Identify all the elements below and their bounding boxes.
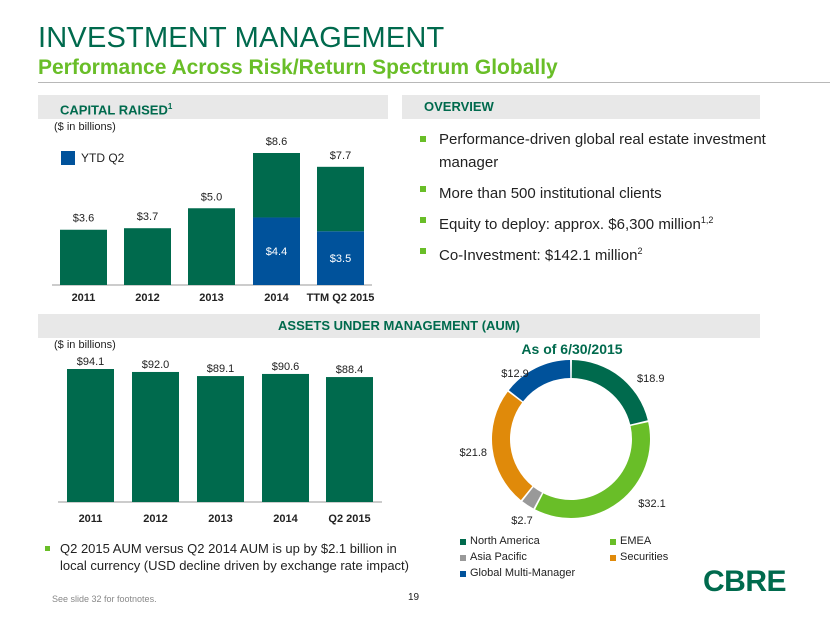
legend-swatch [610,538,616,545]
capital-category-label: 2012 [135,292,159,304]
legend-item: Asia Pacific [460,550,610,565]
capital-bar-segment [60,229,107,285]
capital-bar-segment [124,228,171,285]
capital-segment-label: $3.5 [330,253,351,265]
aum-bar [262,373,309,502]
title-divider [38,82,830,83]
aum-note-item: Q2 2015 AUM versus Q2 2014 AUM is up by … [44,540,424,574]
capital-total-label: $7.7 [330,150,351,162]
legend-item: North America [460,534,610,549]
overview-list: Performance-driven global real estate in… [418,130,778,273]
aum-category-label: Q2 2015 [328,513,370,525]
legend-item: Securities [610,550,700,565]
legend-swatch [460,538,466,545]
aum-bar [326,377,373,502]
legend-label: Securities [620,551,669,563]
aum-category-label: 2011 [79,513,103,525]
legend-item: Global Multi-Manager [460,566,610,581]
capital-category-label: 2014 [264,292,289,304]
legend-item: EMEA [610,534,700,549]
aum-bar [67,369,114,502]
aum-value-label: $90.6 [272,361,300,373]
overview-header: OVERVIEW [402,95,760,119]
aum-value-label: $94.1 [77,356,105,368]
aum-donut-chart: As of 6/30/2015 $18.9 $32.1 $2.7 $21.8 $12.9 [459,341,666,527]
overview-item: Equity to deploy: approx. $6,300 million… [418,211,778,234]
capital-bar-segment [188,208,235,285]
capital-category-label: TTM Q2 2015 [307,292,375,304]
capital-raised-header: CAPITAL RAISED1 [38,95,388,119]
donut-slice [492,391,533,501]
capital-total-label: $3.7 [137,211,158,223]
legend-swatch [460,554,466,561]
legend-swatch [610,554,616,561]
capital-raised-footnote-marker: 1 [167,102,173,111]
donut-slice-label: $2.7 [511,515,532,527]
capital-raised-chart: $3.6 2011 $3.7 2012 $5.0 2013 $8.6 $4.4 2014 $7.7… [52,136,375,304]
capital-segment-label: $4.4 [266,246,287,258]
capital-bar-segment [317,166,364,232]
capital-total-label: $3.6 [73,213,94,225]
legend-label: EMEA [620,535,652,547]
aum-value-label: $92.0 [142,359,170,371]
overview-item: Co-Investment: $142.1 million2 [418,242,778,265]
aum-category-label: 2013 [208,513,232,525]
donut-title: As of 6/30/2015 [521,341,622,357]
capital-total-label: $8.6 [266,136,287,148]
donut-slice-label: $12.9 [501,368,529,380]
capital-bar-segment [253,217,300,285]
capital-category-label: 2013 [199,292,223,304]
legend-label: North America [470,535,540,547]
legend-label: Global Multi-Manager [470,567,576,579]
page-title: INVESTMENT MANAGEMENT [38,22,445,54]
aum-value-label: $89.1 [207,363,235,375]
aum-category-label: 2014 [273,513,298,525]
footnote: See slide 32 for footnotes. [52,594,157,604]
donut-slice-label: $32.1 [638,498,666,510]
donut-legend: North America EMEA Asia Pacific Securities G… [460,534,700,581]
capital-bar-segment [317,231,364,285]
aum-units-label: ($ in billions) [54,339,116,351]
capital-total-label: $5.0 [201,191,222,203]
aum-bar-chart: $94.1 2011 $92.0 2012 $89.1 2013 $90.6 2014 $88.… [58,356,382,525]
donut-slice [535,422,650,518]
donut-slice-label: $18.9 [637,373,665,385]
aum-value-label: $88.4 [336,364,364,376]
aum-note: Q2 2015 AUM versus Q2 2014 AUM is up by … [44,540,424,574]
donut-slice [522,487,543,509]
donut-slice-label: $21.8 [459,447,487,459]
donut-slice [571,360,648,425]
legend-swatch [460,570,466,577]
aum-bar [197,376,244,502]
donut-slice [508,360,571,402]
aum-category-label: 2012 [143,513,167,525]
aum-header: ASSETS UNDER MANAGEMENT (AUM) [38,314,760,338]
overview-item: More than 500 institutional clients [418,180,778,203]
capital-category-label: 2011 [72,292,96,304]
capital-legend-swatch [61,151,75,165]
cbre-logo: CBRE [703,565,787,598]
aum-bar [132,371,179,502]
capital-raised-label: CAPITAL RAISED [60,102,168,118]
capital-units-label: ($ in billions) [54,121,116,133]
legend-label: Asia Pacific [470,551,527,563]
page-subtitle: Performance Across Risk/Return Spectrum … [38,56,558,79]
capital-legend-label: YTD Q2 [81,151,125,165]
overview-item: Performance-driven global real estate in… [418,130,778,172]
page-number: 19 [408,592,420,603]
capital-bar-segment [253,153,300,218]
